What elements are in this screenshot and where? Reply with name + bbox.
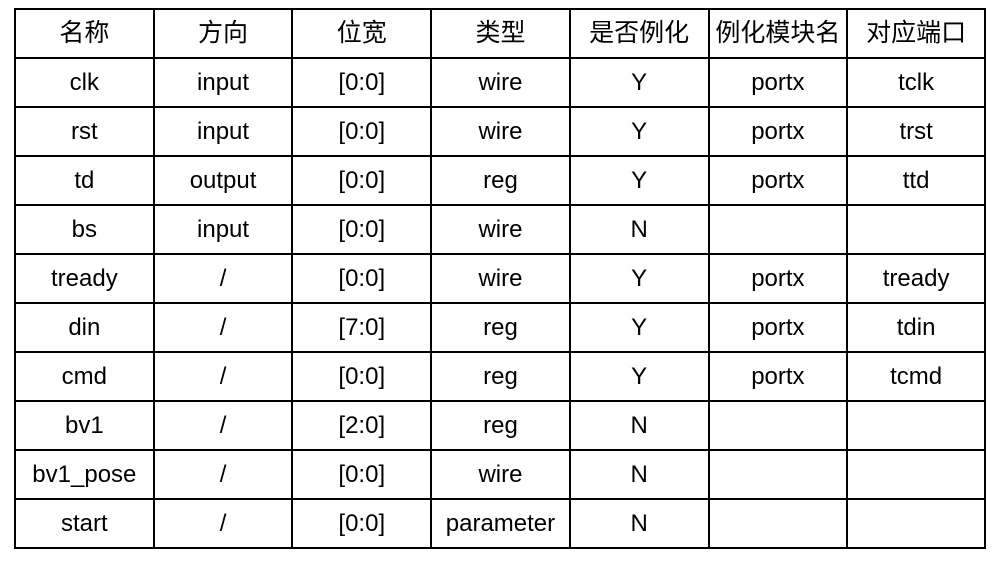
cell: wire [431,205,570,254]
cell: din [15,303,154,352]
cell: input [154,205,293,254]
cell: input [154,58,293,107]
table-row: cmd / [0:0] reg Y portx tcmd [15,352,985,401]
cell: [0:0] [292,156,431,205]
table-row: tready / [0:0] wire Y portx tready [15,254,985,303]
cell: / [154,352,293,401]
cell [709,205,848,254]
col-direction: 方向 [154,9,293,58]
port-spec-table: 名称 方向 位宽 类型 是否例化 例化模块名 对应端口 clk input [0… [14,8,986,549]
cell: / [154,499,293,548]
cell: N [570,205,709,254]
cell: Y [570,303,709,352]
cell: parameter [431,499,570,548]
table-row: bv1_pose / [0:0] wire N [15,450,985,499]
cell: / [154,303,293,352]
cell: [0:0] [292,352,431,401]
cell: portx [709,107,848,156]
cell: bs [15,205,154,254]
table-row: clk input [0:0] wire Y portx tclk [15,58,985,107]
cell: tdin [847,303,985,352]
cell: / [154,401,293,450]
cell: N [570,499,709,548]
col-instantiated: 是否例化 [570,9,709,58]
cell: [2:0] [292,401,431,450]
cell: [0:0] [292,499,431,548]
cell: Y [570,156,709,205]
cell: Y [570,58,709,107]
cell: N [570,450,709,499]
cell [847,205,985,254]
cell: tclk [847,58,985,107]
cell: [0:0] [292,205,431,254]
cell: trst [847,107,985,156]
cell: ttd [847,156,985,205]
cell: wire [431,450,570,499]
cell: rst [15,107,154,156]
cell: [0:0] [292,254,431,303]
cell [709,499,848,548]
cell: Y [570,254,709,303]
cell: N [570,401,709,450]
cell: [0:0] [292,450,431,499]
cell: reg [431,352,570,401]
cell: input [154,107,293,156]
table-row: din / [7:0] reg Y portx tdin [15,303,985,352]
table-row: bv1 / [2:0] reg N [15,401,985,450]
cell: Y [570,107,709,156]
cell: wire [431,254,570,303]
cell: / [154,450,293,499]
cell: portx [709,254,848,303]
cell: portx [709,303,848,352]
cell: reg [431,401,570,450]
cell: start [15,499,154,548]
cell [847,401,985,450]
table-header-row: 名称 方向 位宽 类型 是否例化 例化模块名 对应端口 [15,9,985,58]
cell: output [154,156,293,205]
cell: bv1 [15,401,154,450]
cell: reg [431,156,570,205]
cell: portx [709,58,848,107]
cell: wire [431,58,570,107]
cell: reg [431,303,570,352]
col-mapped-port: 对应端口 [847,9,985,58]
cell: tcmd [847,352,985,401]
cell [709,450,848,499]
col-name: 名称 [15,9,154,58]
table-row: start / [0:0] parameter N [15,499,985,548]
col-type: 类型 [431,9,570,58]
cell [847,450,985,499]
table-row: bs input [0:0] wire N [15,205,985,254]
cell [847,499,985,548]
cell: / [154,254,293,303]
cell: Y [570,352,709,401]
col-inst-module: 例化模块名 [709,9,848,58]
cell: tready [847,254,985,303]
cell: bv1_pose [15,450,154,499]
cell: cmd [15,352,154,401]
cell: [7:0] [292,303,431,352]
table-container: 名称 方向 位宽 类型 是否例化 例化模块名 对应端口 clk input [0… [0,0,1000,582]
cell: tready [15,254,154,303]
cell: [0:0] [292,107,431,156]
cell: portx [709,352,848,401]
table-row: td output [0:0] reg Y portx ttd [15,156,985,205]
table-row: rst input [0:0] wire Y portx trst [15,107,985,156]
cell: clk [15,58,154,107]
cell: wire [431,107,570,156]
col-width: 位宽 [292,9,431,58]
cell: portx [709,156,848,205]
cell: [0:0] [292,58,431,107]
cell [709,401,848,450]
cell: td [15,156,154,205]
